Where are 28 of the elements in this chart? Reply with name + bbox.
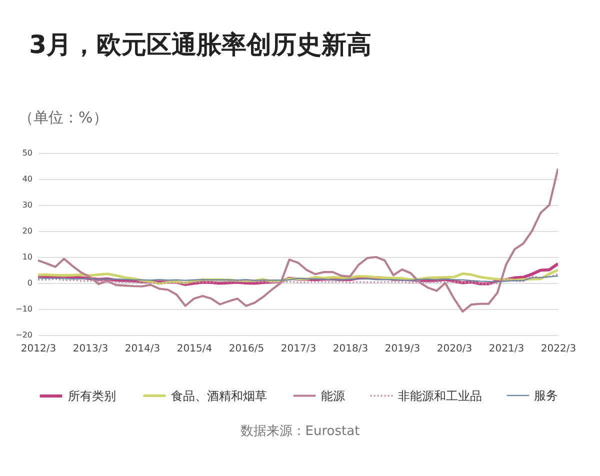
legend-label: 食品、酒精和烟草 <box>171 388 267 403</box>
legend-label: 能源 <box>321 388 345 403</box>
legend-label: 非能源和工业品 <box>398 388 482 403</box>
line-series <box>38 168 558 313</box>
y-tick-label: 20 <box>22 226 32 236</box>
x-tick-label: 2021/3 <box>488 344 524 354</box>
y-tick-label: 10 <box>22 252 32 262</box>
x-tick-label: 2018/3 <box>332 344 368 354</box>
y-tick-label: −10 <box>16 304 32 314</box>
x-tick-label: 2016/5 <box>228 344 264 354</box>
legend-label: 服务 <box>534 388 558 402</box>
y-tick-label: 50 <box>22 148 32 158</box>
source-note: 数据来源：Eurostat <box>239 423 361 440</box>
x-tick-label: 2014/3 <box>124 344 160 354</box>
x-tick-label: 2022/3 <box>540 344 576 354</box>
y-tick-label: 40 <box>22 174 32 184</box>
x-tick-label: 2015/4 <box>176 344 212 354</box>
y-tick-label: 30 <box>22 200 32 210</box>
x-tick-label: 2019/3 <box>384 344 420 354</box>
y-tick-label: 0 <box>27 278 32 288</box>
x-tick-label: 2013/3 <box>72 344 108 354</box>
y-axis-title: （单位：%） <box>18 108 108 126</box>
x-tick-label: 2017/3 <box>280 344 316 354</box>
x-tick-label: 2020/3 <box>436 344 472 354</box>
chart-title: 3月，欧元区通胀率创历史新高 <box>29 30 372 59</box>
x-tick-label: 2012/3 <box>20 344 56 354</box>
legend-label: 所有类别 <box>68 389 116 403</box>
y-tick-label: −20 <box>16 330 32 340</box>
